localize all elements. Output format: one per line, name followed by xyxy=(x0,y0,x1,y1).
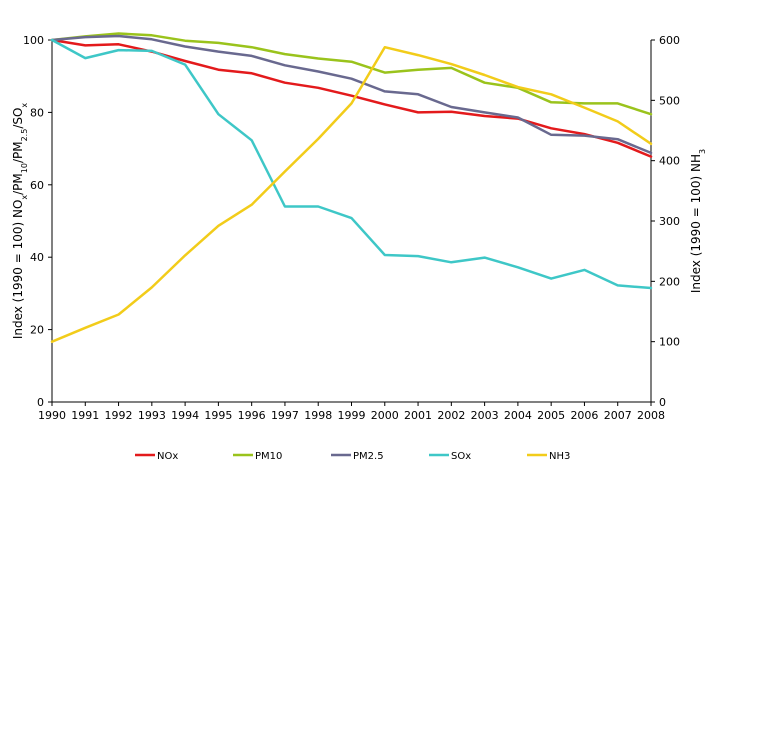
legend-label: PM2.5 xyxy=(353,451,384,462)
x-tick-label: 2008 xyxy=(637,409,665,422)
right-tick-label: 500 xyxy=(659,94,680,107)
x-tick-label: 1991 xyxy=(71,409,99,422)
series-line-pm2-5 xyxy=(50,34,653,155)
x-tick-label: 2003 xyxy=(471,409,499,422)
left-tick-label: 20 xyxy=(30,324,44,337)
right-tick-label: 100 xyxy=(659,336,680,349)
x-tick-label: 2007 xyxy=(604,409,632,422)
left-tick-label: 80 xyxy=(30,106,44,119)
x-tick-label: 2004 xyxy=(504,409,532,422)
series-line-pm10 xyxy=(50,32,653,116)
x-tick-label: 1990 xyxy=(38,409,66,422)
left-axis-title: Index (1990 = 100) NOx/PM10/PM2.5/SOx xyxy=(11,103,29,340)
left-tick-label: 100 xyxy=(23,34,44,47)
x-tick-label: 2000 xyxy=(371,409,399,422)
x-tick-label: 2005 xyxy=(537,409,565,422)
legend-label: NOx xyxy=(157,451,178,462)
series-lines xyxy=(50,32,653,343)
x-tick-label: 1993 xyxy=(138,409,166,422)
left-tick-label: 40 xyxy=(30,251,44,264)
x-tick-label: 1998 xyxy=(304,409,332,422)
right-tick-label: 300 xyxy=(659,215,680,228)
x-tick-label: 1999 xyxy=(338,409,366,422)
right-tick-label: 0 xyxy=(659,396,666,409)
x-tick-label: 1994 xyxy=(171,409,199,422)
x-tick-label: 2006 xyxy=(570,409,598,422)
left-tick-label: 0 xyxy=(37,396,44,409)
legend-label: PM10 xyxy=(255,451,282,462)
series-line-sox xyxy=(50,38,653,290)
left-y-axis: 0 20 40 60 80 100 xyxy=(23,34,53,409)
right-tick-label: 400 xyxy=(659,155,680,168)
x-tick-label: 1995 xyxy=(204,409,232,422)
x-tick-label: 2001 xyxy=(404,409,432,422)
x-tick-label: 2002 xyxy=(437,409,465,422)
legend-label: NH3 xyxy=(549,451,570,462)
right-axis-title: Index (1990 = 100) NH3 xyxy=(689,149,707,293)
right-tick-label: 200 xyxy=(659,275,680,288)
x-tick-label: 1997 xyxy=(271,409,299,422)
x-axis: 1990 1991 1992 1993 1994 1995 1996 1997 1998 1999… xyxy=(38,401,665,422)
series-line-nh3 xyxy=(50,45,653,343)
legend: NOx PM10 PM2.5 SOx NH3 xyxy=(135,451,570,462)
left-tick-label: 60 xyxy=(30,179,44,192)
x-tick-label: 1992 xyxy=(105,409,133,422)
right-y-axis: 0 100 200 300 400 500 600 xyxy=(650,34,680,409)
legend-label: SOx xyxy=(451,451,471,462)
right-tick-label: 600 xyxy=(659,34,680,47)
x-tick-label: 1996 xyxy=(238,409,266,422)
